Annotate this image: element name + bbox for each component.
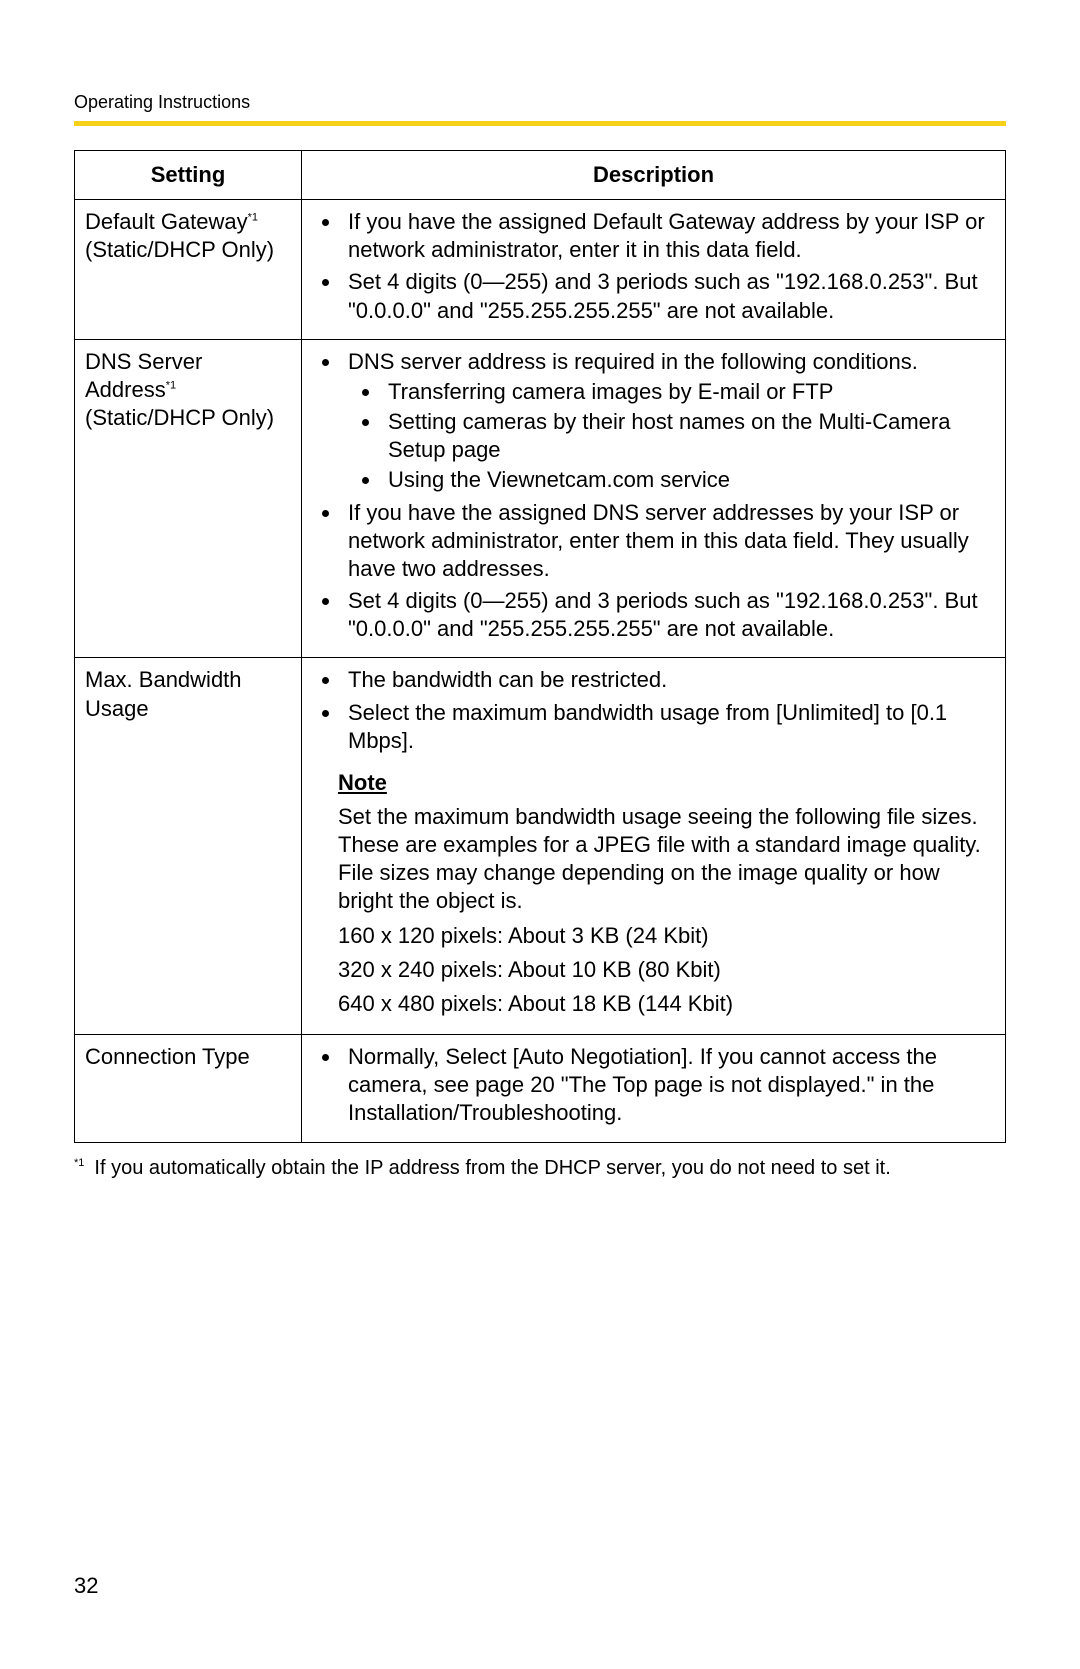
col-description: Description xyxy=(302,151,1006,200)
running-header: Operating Instructions xyxy=(74,92,1006,113)
note-line: 160 x 120 pixels: About 3 KB (24 Kbit) xyxy=(338,922,995,950)
description-cell: If you have the assigned Default Gateway… xyxy=(302,200,1006,340)
setting-qualifier: (Static/DHCP Only) xyxy=(85,236,291,264)
col-setting: Setting xyxy=(75,151,302,200)
sub-bullet-list: Transferring camera images by E-mail or … xyxy=(348,378,995,495)
setting-cell: DNS Server Address*1 (Static/DHCP Only) xyxy=(75,339,302,658)
bullet-item: If you have the assigned Default Gateway… xyxy=(342,208,995,264)
table-row: Connection Type Normally, Select [Auto N… xyxy=(75,1035,1006,1142)
page: Operating Instructions Setting Descripti… xyxy=(0,0,1080,1669)
table-row: Default Gateway*1 (Static/DHCP Only) If … xyxy=(75,200,1006,340)
table-row: DNS Server Address*1 (Static/DHCP Only) … xyxy=(75,339,1006,658)
setting-cell: Connection Type xyxy=(75,1035,302,1142)
setting-footnote-ref: *1 xyxy=(166,380,176,392)
bullet-text: DNS server address is required in the fo… xyxy=(348,349,918,374)
sub-bullet-item: Transferring camera images by E-mail or … xyxy=(382,378,995,406)
setting-name: Default Gateway xyxy=(85,209,248,234)
setting-cell: Default Gateway*1 (Static/DHCP Only) xyxy=(75,200,302,340)
bullet-item: Set 4 digits (0—255) and 3 periods such … xyxy=(342,587,995,643)
page-number: 32 xyxy=(74,1573,98,1599)
footnote-text: If you automatically obtain the IP addre… xyxy=(94,1157,890,1179)
footnote-mark: *1 xyxy=(74,1157,84,1169)
setting-name: DNS Server Address xyxy=(85,349,202,402)
bullet-item: If you have the assigned DNS server addr… xyxy=(342,499,995,583)
bullet-list: DNS server address is required in the fo… xyxy=(312,348,995,644)
note-heading: Note xyxy=(338,769,995,797)
bullet-list: If you have the assigned Default Gateway… xyxy=(312,208,995,325)
footnote: *1 If you automatically obtain the IP add… xyxy=(74,1157,1006,1180)
setting-qualifier: (Static/DHCP Only) xyxy=(85,404,291,432)
bullet-item: The bandwidth can be restricted. xyxy=(342,666,995,694)
settings-table: Setting Description Default Gateway*1 (S… xyxy=(74,150,1006,1143)
table-header-row: Setting Description xyxy=(75,151,1006,200)
bullet-item: DNS server address is required in the fo… xyxy=(342,348,995,495)
bullet-list: Normally, Select [Auto Negotiation]. If … xyxy=(312,1043,995,1127)
table-row: Max. Bandwidth Usage The bandwidth can b… xyxy=(75,658,1006,1035)
setting-name: Max. Bandwidth Usage xyxy=(85,666,291,722)
sub-bullet-item: Setting cameras by their host names on t… xyxy=(382,408,995,464)
setting-cell: Max. Bandwidth Usage xyxy=(75,658,302,1035)
bullet-item: Normally, Select [Auto Negotiation]. If … xyxy=(342,1043,995,1127)
setting-name: Connection Type xyxy=(85,1043,291,1071)
description-cell: The bandwidth can be restricted. Select … xyxy=(302,658,1006,1035)
bullet-item: Select the maximum bandwidth usage from … xyxy=(342,699,995,755)
note-paragraph: Set the maximum bandwidth usage seeing t… xyxy=(338,803,995,916)
bullet-list: The bandwidth can be restricted. Select … xyxy=(312,666,995,754)
note-line: 640 x 480 pixels: About 18 KB (144 Kbit) xyxy=(338,990,995,1018)
setting-footnote-ref: *1 xyxy=(248,212,258,224)
note-line: 320 x 240 pixels: About 10 KB (80 Kbit) xyxy=(338,956,995,984)
header-rule xyxy=(74,121,1006,126)
sub-bullet-item: Using the Viewnetcam.com service xyxy=(382,466,995,494)
description-cell: DNS server address is required in the fo… xyxy=(302,339,1006,658)
description-cell: Normally, Select [Auto Negotiation]. If … xyxy=(302,1035,1006,1142)
bullet-item: Set 4 digits (0—255) and 3 periods such … xyxy=(342,268,995,324)
